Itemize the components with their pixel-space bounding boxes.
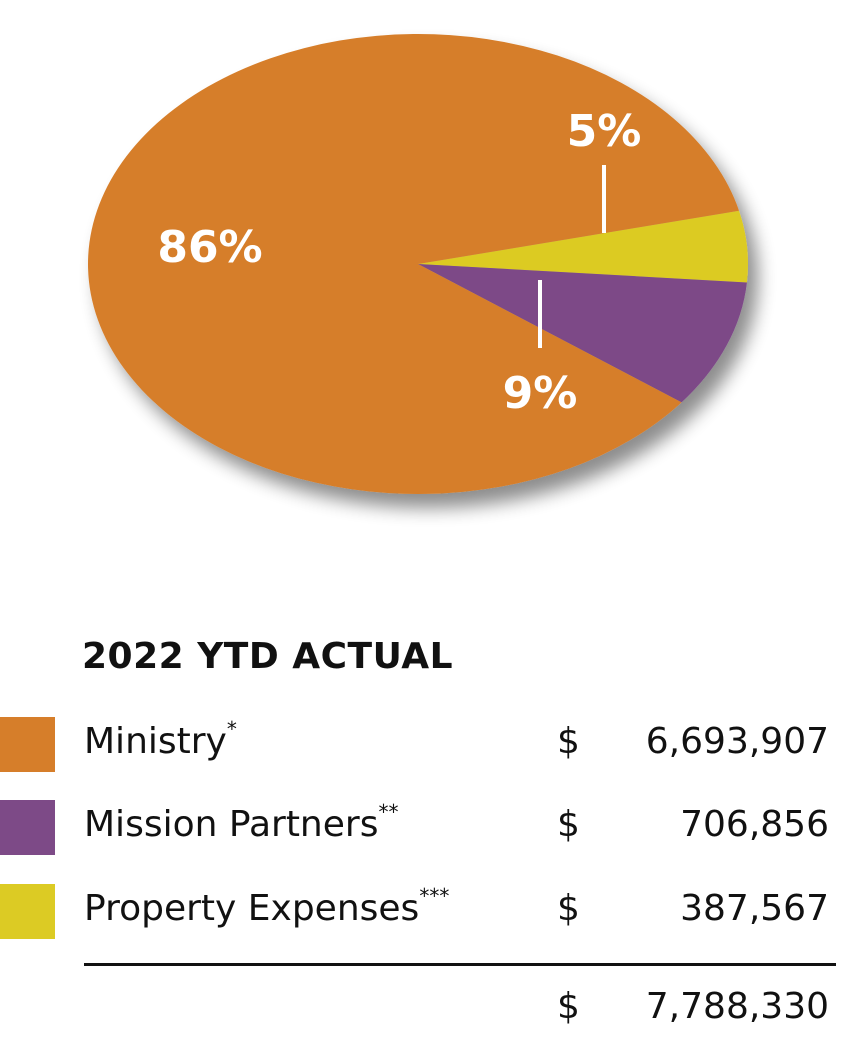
total-row: $ 7,788,330 (0, 982, 841, 1042)
mission-partners-currency: $ (557, 804, 580, 845)
property-expenses-footnote-marker: *** (419, 884, 450, 908)
total-currency: $ (557, 986, 580, 1027)
pie-slice-mission-partners (418, 264, 747, 403)
pie-chart: 86% 9% 5% (87, 33, 748, 494)
mission-partners-footnote-marker: ** (378, 800, 399, 824)
mission-partners-swatch (0, 800, 55, 855)
mission-partners-label: Mission Partners** (84, 800, 398, 845)
property-expenses-label: Property Expenses*** (84, 884, 449, 929)
ministry-label: Ministry* (84, 717, 237, 762)
property-expenses-amount: 387,567 (680, 888, 829, 929)
ministry-footnote-marker: * (226, 717, 237, 741)
ministry-amount: 6,693,907 (645, 721, 829, 762)
mission-partners-label-text: Mission Partners (84, 804, 379, 845)
ministry-label-text: Ministry (84, 721, 227, 762)
pie-label-mission-partners: 9% (503, 368, 578, 419)
mission-partners-amount: 706,856 (680, 804, 829, 845)
property-expenses-swatch (0, 884, 55, 939)
legend-row-ministry: Ministry* $ 6,693,907 (0, 717, 841, 777)
pie-label-ministry: 86% (157, 222, 262, 273)
legend-row-mission-partners: Mission Partners** $ 706,856 (0, 800, 841, 860)
legend-row-property-expenses: Property Expenses*** $ 387,567 (0, 884, 841, 944)
pie-slice-ministry (87, 33, 740, 494)
total-amount: 7,788,330 (645, 986, 829, 1027)
summary-title: 2022 YTD ACTUAL (82, 636, 454, 677)
pie-slice-property-expenses (418, 210, 748, 283)
total-divider (84, 963, 836, 966)
pie-label-property-expenses: 5% (567, 106, 642, 157)
property-expenses-currency: $ (557, 888, 580, 929)
ministry-currency: $ (557, 721, 580, 762)
property-expenses-label-text: Property Expenses (84, 888, 420, 929)
ministry-swatch (0, 717, 55, 772)
